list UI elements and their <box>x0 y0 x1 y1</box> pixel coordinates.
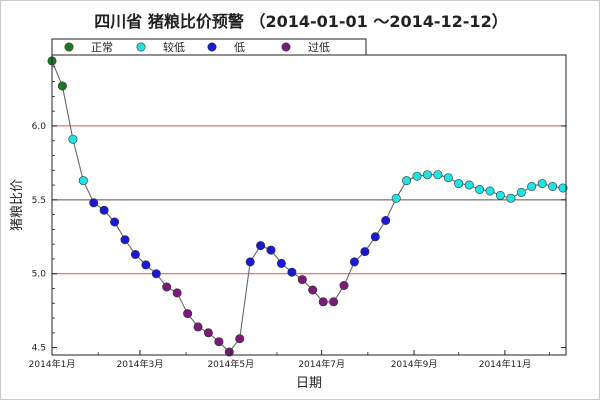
data-point-2014-03-26 <box>172 288 182 298</box>
data-point-2014-03-05 <box>141 260 151 270</box>
data-point-2014-01-29 <box>89 198 99 208</box>
data-point-2014-09-17 <box>433 170 443 180</box>
data-point-2014-07-23 <box>349 257 359 267</box>
legend-marker-normal <box>64 42 74 52</box>
data-point-2014-06-25 <box>308 285 318 295</box>
data-point-2014-04-09 <box>193 322 203 332</box>
y-tick-label: 5.5 <box>32 196 46 206</box>
data-point-2014-11-19 <box>527 182 537 192</box>
data-point-2014-02-26 <box>130 250 140 260</box>
data-point-2014-11-12 <box>516 187 526 197</box>
data-point-2014-05-14 <box>245 257 255 267</box>
x-tick-label: 2014年9月 <box>391 358 438 370</box>
data-point-2014-04-02 <box>183 309 193 319</box>
legend-label-too_low: 过低 <box>308 41 330 54</box>
data-point-2014-02-12 <box>110 217 120 227</box>
data-point-2014-08-06 <box>370 232 380 242</box>
plot-border <box>51 54 567 356</box>
legend-label-normal: 正常 <box>91 41 113 54</box>
data-point-2014-07-02 <box>318 297 328 307</box>
data-point-2014-06-11 <box>287 267 297 277</box>
x-axis: 2014年1月 2014年3月 2014年5月 2014年7月 2014年9月 2014年… <box>29 350 551 370</box>
y-axis-title: 猪粮比价 <box>10 179 25 231</box>
data-point-2014-01-22 <box>78 176 88 186</box>
x-tick-label: 2014年1月 <box>29 358 76 370</box>
plot-area <box>52 55 566 355</box>
data-point-2014-06-18 <box>297 275 307 285</box>
legend-marker-slightly_low <box>136 42 146 52</box>
data-point-2014-05-21 <box>256 241 266 251</box>
legend-marker-low <box>207 42 217 52</box>
legend-marker-too_low <box>281 42 291 52</box>
data-point-2014-05-07 <box>235 334 245 344</box>
data-point-2014-11-05 <box>506 193 516 203</box>
data-point-2014-08-27 <box>402 176 412 186</box>
data-point-2014-03-19 <box>162 282 172 292</box>
data-point-2014-03-12 <box>151 269 161 279</box>
data-point-2014-09-24 <box>443 173 453 183</box>
data-point-2014-10-15 <box>475 185 485 195</box>
data-point-2014-02-19 <box>120 235 130 245</box>
data-point-2014-12-03 <box>548 182 558 192</box>
x-tick-label: 2014年3月 <box>117 358 164 370</box>
legend-label-low: 低 <box>234 41 245 54</box>
data-point-2014-10-08 <box>464 180 474 190</box>
data-point-2014-04-16 <box>203 328 213 338</box>
y-tick-label: 4.5 <box>32 344 46 354</box>
data-point-2014-09-03 <box>412 171 422 181</box>
data-markers <box>47 56 568 357</box>
data-point-2014-04-23 <box>214 337 224 347</box>
data-point-2014-10-01 <box>454 179 464 189</box>
x-axis-title: 日期 <box>296 376 322 391</box>
data-point-2014-01-15 <box>68 134 78 144</box>
data-point-2014-08-13 <box>381 216 391 226</box>
data-point-2014-07-16 <box>339 280 349 290</box>
x-tick-label: 2014年5月 <box>207 358 254 370</box>
data-point-2014-05-28 <box>266 245 276 255</box>
data-point-2014-08-20 <box>391 193 401 203</box>
data-point-2014-06-04 <box>276 258 286 268</box>
data-point-2014-11-26 <box>537 179 547 189</box>
data-point-2014-04-30 <box>224 347 234 357</box>
legend-label-slightly_low: 较低 <box>163 40 185 54</box>
data-point-2014-02-05 <box>99 205 109 215</box>
x-tick-label: 2014年11月 <box>479 358 531 370</box>
data-point-2014-10-29 <box>495 190 505 200</box>
y-tick-label: 5.0 <box>32 270 47 280</box>
y-tick-label: 6.0 <box>32 122 47 132</box>
data-point-2014-01-08 <box>57 81 67 91</box>
data-point-2014-12-10 <box>558 183 568 193</box>
data-point-2014-07-30 <box>360 247 370 257</box>
data-point-2014-10-22 <box>485 186 495 196</box>
y-axis: 4.5 5.0 5.5 6.0 <box>32 66 566 354</box>
chart-title: 四川省 猪粮比价预警 （2014-01-01 ～2014-12-12） <box>94 12 507 31</box>
data-point-2014-09-10 <box>422 170 432 180</box>
x-tick-label: 2014年7月 <box>298 358 345 370</box>
data-point-2014-07-09 <box>329 297 339 307</box>
reference-lines <box>52 125 566 275</box>
legend: 正常 较低 低 过低 <box>51 38 367 56</box>
